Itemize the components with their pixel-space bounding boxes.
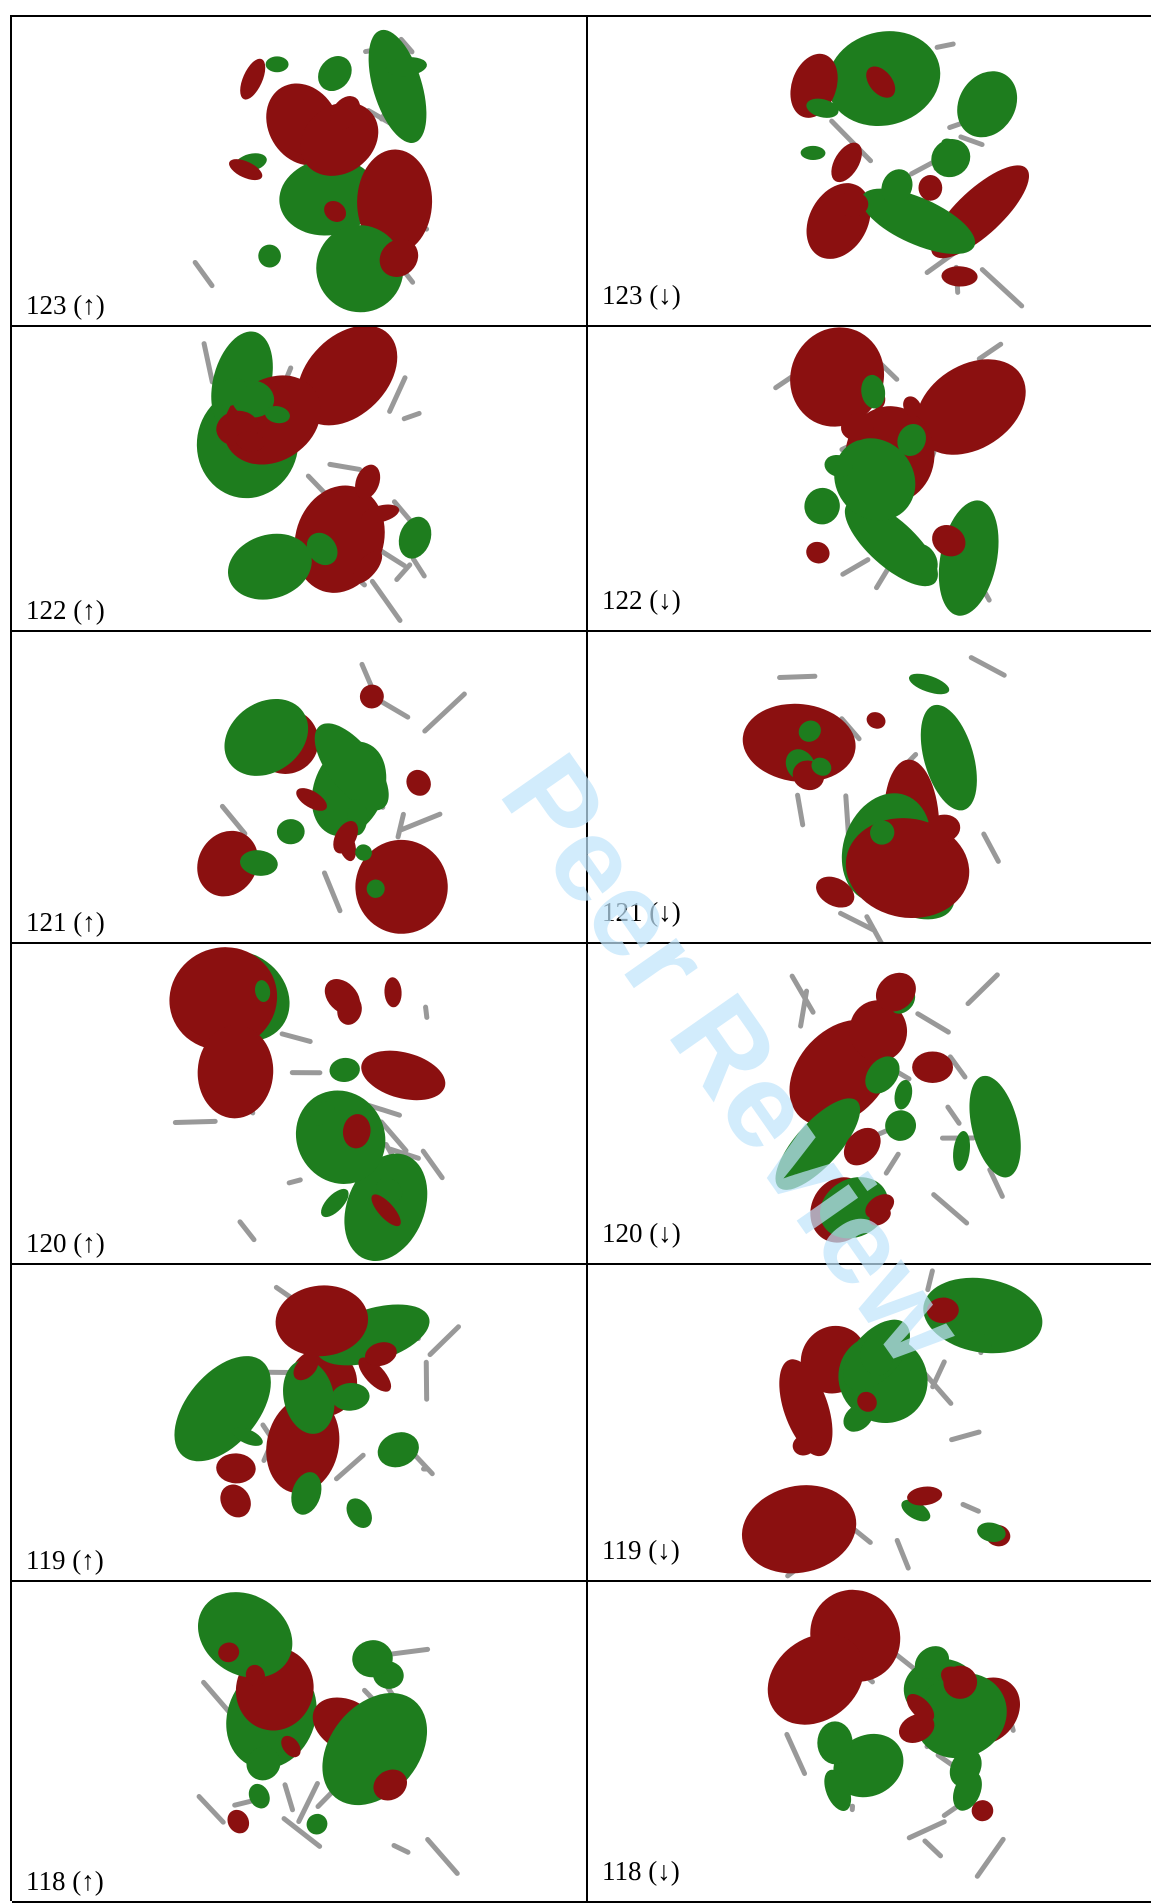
table-cell: 118 (↑) bbox=[12, 1582, 588, 1903]
orbital-image bbox=[12, 944, 588, 1265]
orbital-image bbox=[12, 1265, 588, 1582]
orbital-label: 120 (↓) bbox=[602, 1218, 681, 1249]
table-cell: 122 (↑) bbox=[12, 327, 588, 632]
orbital-label: 123 (↑) bbox=[26, 290, 105, 321]
orbital-label: 121 (↓) bbox=[602, 897, 681, 928]
table-cell: 119 (↓) bbox=[588, 1265, 1151, 1582]
orbital-label: 122 (↑) bbox=[26, 595, 105, 626]
orbital-image bbox=[588, 1582, 1151, 1903]
orbital-label: 121 (↑) bbox=[26, 907, 105, 938]
orbital-image bbox=[12, 632, 588, 944]
table-cell: 118 (↓) bbox=[588, 1582, 1151, 1903]
page: {"rows": [["123 (↑)", "123 (↓)"], ["122 … bbox=[0, 0, 1151, 1901]
orbital-image bbox=[12, 17, 588, 327]
orbital-table: 123 (↑) 123 (↓) 122 (↑) 122 (↓) 121 (↑) 121 (… bbox=[10, 15, 1151, 1901]
orbital-label: 118 (↓) bbox=[602, 1856, 680, 1887]
table-cell: 119 (↑) bbox=[12, 1265, 588, 1582]
table-cell: 120 (↑) bbox=[12, 944, 588, 1265]
orbital-image bbox=[12, 1582, 588, 1903]
orbital-label: 118 (↑) bbox=[26, 1866, 104, 1897]
table-cell: 120 (↓) bbox=[588, 944, 1151, 1265]
table-cell: 123 (↓) bbox=[588, 17, 1151, 327]
table-cell: 122 (↓) bbox=[588, 327, 1151, 632]
orbital-label: 119 (↑) bbox=[26, 1545, 104, 1576]
orbital-image bbox=[12, 327, 588, 632]
table-cell: 121 (↓) bbox=[588, 632, 1151, 944]
orbital-label: 119 (↓) bbox=[602, 1535, 680, 1566]
orbital-label: 123 (↓) bbox=[602, 280, 681, 311]
orbital-label: 120 (↑) bbox=[26, 1228, 105, 1259]
orbital-label: 122 (↓) bbox=[602, 585, 681, 616]
orbital-image bbox=[588, 944, 1151, 1265]
table-cell: 121 (↑) bbox=[12, 632, 588, 944]
table-cell: 123 (↑) bbox=[12, 17, 588, 327]
